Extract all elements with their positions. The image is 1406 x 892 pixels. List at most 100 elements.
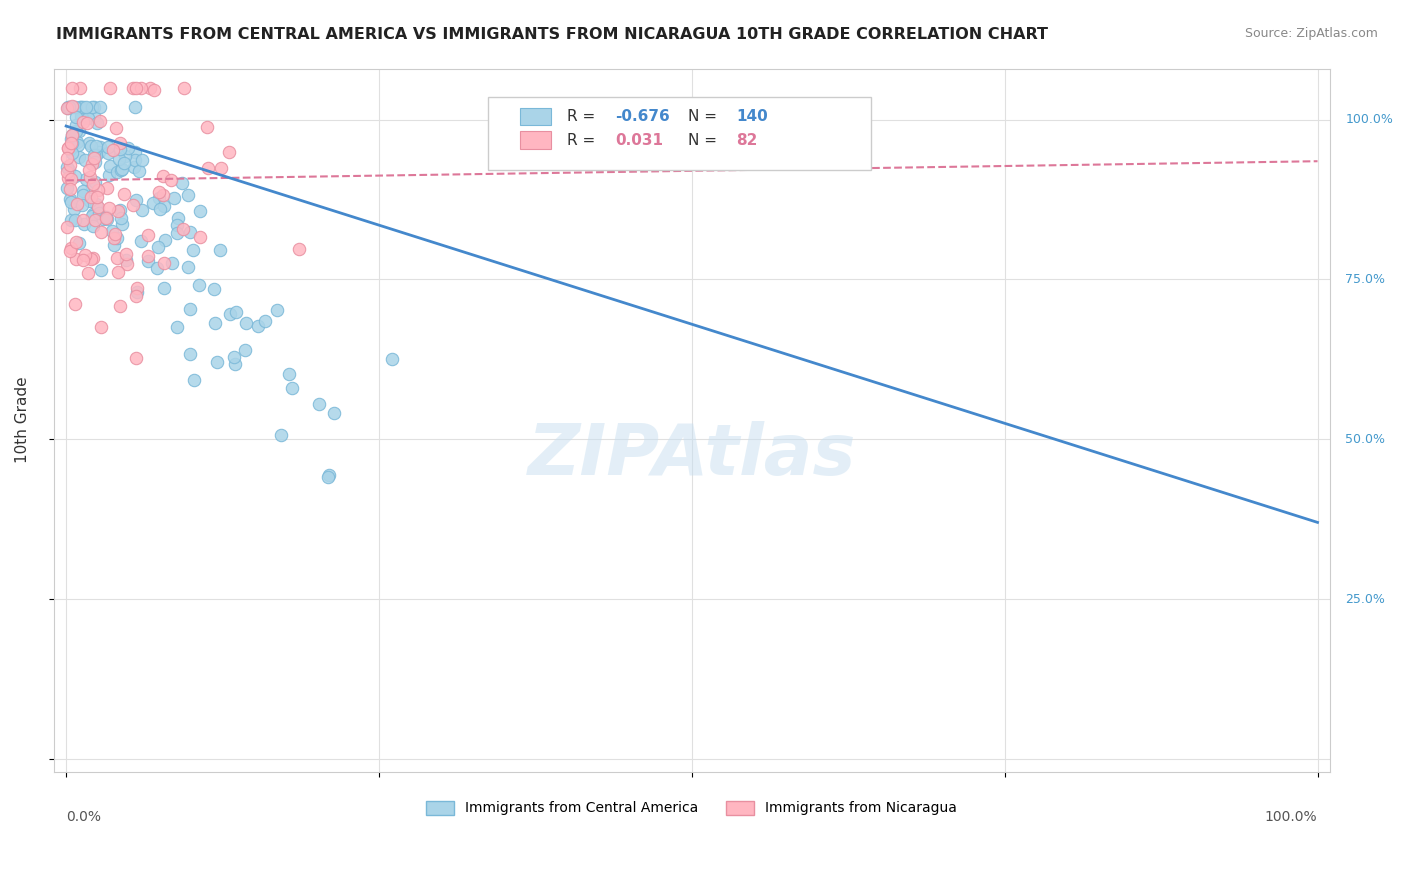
Point bbox=[318, 470, 340, 484]
Point bbox=[80, 180, 103, 194]
Point bbox=[104, 227, 127, 241]
Point bbox=[65, 123, 87, 137]
Point bbox=[58, 141, 80, 155]
Point bbox=[82, 252, 104, 266]
Point bbox=[129, 80, 152, 95]
Point bbox=[59, 132, 82, 146]
Point bbox=[122, 160, 145, 174]
Point bbox=[108, 299, 131, 313]
Point bbox=[101, 224, 124, 238]
Point bbox=[288, 242, 311, 256]
Point bbox=[76, 116, 98, 130]
Point bbox=[73, 153, 96, 167]
Point bbox=[114, 149, 136, 163]
Point bbox=[63, 202, 86, 216]
Point bbox=[224, 358, 246, 372]
Point bbox=[72, 253, 94, 268]
Point bbox=[172, 222, 194, 236]
Point bbox=[380, 352, 402, 367]
Point bbox=[139, 80, 162, 95]
Point bbox=[60, 241, 83, 255]
Point bbox=[83, 151, 105, 165]
Point bbox=[103, 143, 125, 157]
Point bbox=[84, 176, 107, 190]
Point bbox=[63, 100, 86, 114]
Point bbox=[179, 347, 201, 361]
Point bbox=[323, 406, 346, 420]
Point bbox=[69, 80, 91, 95]
Point bbox=[80, 157, 103, 171]
Point bbox=[60, 194, 83, 209]
Point bbox=[62, 100, 84, 114]
Point bbox=[127, 281, 149, 295]
Point bbox=[65, 111, 87, 125]
Point bbox=[218, 145, 240, 160]
Point bbox=[56, 100, 79, 114]
Point bbox=[98, 159, 121, 173]
Point bbox=[60, 128, 83, 142]
Point bbox=[318, 467, 340, 482]
Text: IMMIGRANTS FROM CENTRAL AMERICA VS IMMIGRANTS FROM NICARAGUA 10TH GRADE CORRELAT: IMMIGRANTS FROM CENTRAL AMERICA VS IMMIG… bbox=[56, 27, 1049, 42]
Point bbox=[183, 373, 205, 387]
Point bbox=[115, 246, 138, 260]
Text: 75.0%: 75.0% bbox=[1346, 273, 1385, 286]
Point bbox=[75, 172, 97, 186]
Text: 50.0%: 50.0% bbox=[1346, 433, 1385, 446]
Text: 25.0%: 25.0% bbox=[1346, 592, 1385, 606]
Point bbox=[108, 152, 131, 166]
Point bbox=[152, 187, 174, 202]
Point bbox=[86, 190, 108, 204]
Point bbox=[152, 169, 174, 183]
Point bbox=[125, 193, 148, 207]
Point bbox=[89, 113, 111, 128]
Point bbox=[59, 142, 82, 156]
Point bbox=[83, 213, 105, 227]
Point bbox=[80, 190, 103, 204]
Point bbox=[173, 80, 195, 95]
Point bbox=[90, 263, 112, 277]
Point bbox=[82, 177, 104, 191]
Point bbox=[124, 145, 146, 159]
Point bbox=[148, 191, 170, 205]
FancyBboxPatch shape bbox=[488, 96, 870, 170]
Point bbox=[56, 151, 79, 165]
Point bbox=[96, 211, 118, 226]
Point bbox=[124, 100, 146, 114]
Point bbox=[72, 188, 94, 202]
Point bbox=[75, 100, 97, 114]
Point bbox=[84, 197, 107, 211]
Point bbox=[142, 83, 165, 97]
Point bbox=[107, 165, 129, 179]
Point bbox=[98, 80, 121, 95]
Point bbox=[204, 316, 226, 330]
Point bbox=[79, 194, 101, 208]
Point bbox=[89, 100, 111, 114]
Point bbox=[56, 101, 79, 115]
Point bbox=[166, 219, 188, 233]
Point bbox=[82, 207, 104, 221]
Point bbox=[69, 100, 91, 114]
Point bbox=[153, 199, 176, 213]
Point bbox=[56, 220, 79, 235]
Point bbox=[136, 253, 159, 268]
Point bbox=[181, 244, 204, 258]
Point bbox=[79, 162, 101, 177]
Point bbox=[219, 307, 242, 321]
Point bbox=[58, 170, 80, 185]
Point bbox=[60, 213, 83, 227]
Point bbox=[72, 212, 94, 227]
Point bbox=[63, 297, 86, 311]
Point bbox=[197, 161, 219, 175]
Point bbox=[98, 201, 121, 215]
Point bbox=[131, 234, 153, 248]
Point bbox=[65, 118, 87, 132]
Point bbox=[86, 116, 108, 130]
Point bbox=[83, 155, 105, 169]
Point bbox=[65, 252, 87, 267]
Text: 100.0%: 100.0% bbox=[1346, 113, 1393, 126]
Point bbox=[127, 285, 149, 299]
Point bbox=[110, 202, 132, 217]
Point bbox=[82, 219, 104, 234]
Point bbox=[121, 80, 143, 95]
Point bbox=[70, 198, 93, 212]
